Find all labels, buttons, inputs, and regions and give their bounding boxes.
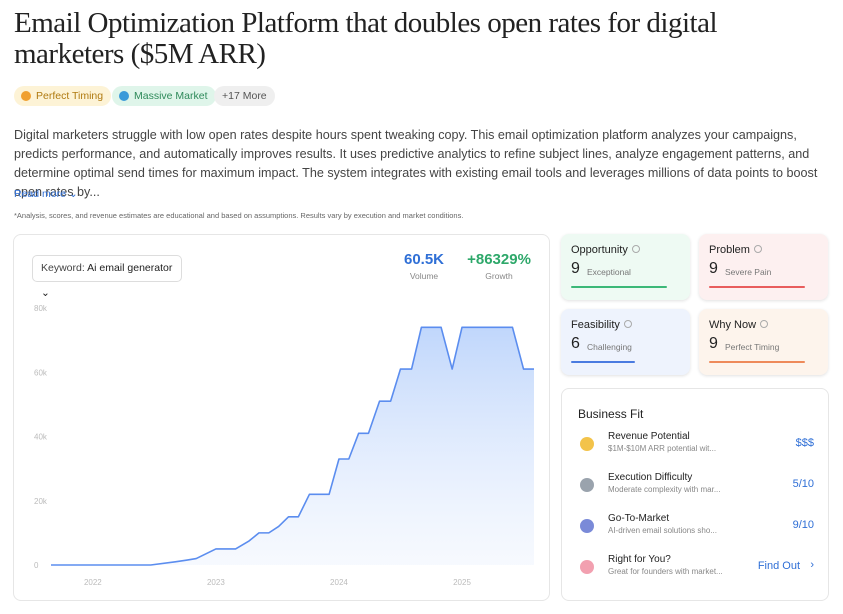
stat-label: Growth xyxy=(485,271,513,281)
keyword-label: Keyword: xyxy=(41,262,85,274)
title: Email Optimization Platform that doubles… xyxy=(14,7,718,70)
fit-item[interactable]: Go-To-Market AI-driven email solutions sh… xyxy=(578,513,814,549)
badge[interactable]: +17 More xyxy=(214,86,275,106)
x-tick-label: 2024 xyxy=(330,578,348,587)
badge-text: +17 More xyxy=(222,90,267,102)
y-tick-label: 60k xyxy=(34,368,48,377)
business-fit-card: Business Fit Revenue Potential $1M-$10M A… xyxy=(561,388,829,601)
fit-item[interactable]: Revenue Potential $1M-$10M ARR potential … xyxy=(578,431,814,467)
score-card[interactable]: Feasibility 6 Challenging xyxy=(561,309,690,375)
badge[interactable]: Massive Market xyxy=(112,86,216,106)
score-label: Perfect Timing xyxy=(725,342,780,352)
score-label: Challenging xyxy=(587,342,632,352)
score-value: 9 xyxy=(709,335,718,352)
stat-value: +86329% xyxy=(467,251,531,268)
stat: +86329% Growth xyxy=(459,251,539,281)
fit-detail: $1M-$10M ARR potential wit... xyxy=(608,444,717,453)
score-name: Opportunity xyxy=(571,244,628,256)
score-name: Feasibility xyxy=(571,319,620,331)
fit-name: Right for You? xyxy=(608,554,671,565)
fit-value: 5/10 xyxy=(792,478,814,490)
keyword-select[interactable]: Keyword: Ai email generator ⌄ xyxy=(32,255,182,299)
score-label: Exceptional xyxy=(587,267,631,277)
y-tick-label: 80k xyxy=(34,304,48,313)
score-label: Severe Pain xyxy=(725,267,772,277)
read-more[interactable]: Read more ⌄ xyxy=(14,188,78,200)
score-value: 9 xyxy=(709,260,718,277)
fit-detail: Great for founders with market... xyxy=(608,567,723,576)
line xyxy=(51,326,534,566)
score-value: 9 xyxy=(571,260,580,277)
fit-value: Find Out xyxy=(757,560,800,572)
badge[interactable]: Perfect Timing xyxy=(14,86,112,106)
score-card[interactable]: Opportunity 9 Exceptional xyxy=(561,234,690,300)
fit-item[interactable]: Right for You? Great for founders with ma… xyxy=(578,554,814,590)
score-name: Problem xyxy=(709,244,750,256)
score-card[interactable]: Problem 9 Severe Pain xyxy=(699,234,828,300)
read-more-text: Read more xyxy=(14,188,66,200)
x-tick-label: 2022 xyxy=(84,578,102,587)
stat-value: 60.5K xyxy=(403,251,445,268)
stat: 60.5K Volume xyxy=(394,251,454,281)
fit-detail: AI-driven email solutions sho... xyxy=(608,526,717,535)
score-name: Why Now xyxy=(709,319,757,331)
score-bar xyxy=(709,361,805,363)
x-tick-label: 2025 xyxy=(453,578,471,587)
fit-value: $$$ xyxy=(795,437,814,449)
y-tick-label: 40k xyxy=(34,433,48,442)
badge-text: Perfect Timing xyxy=(36,90,104,102)
keyword-value: Ai email generator xyxy=(87,262,173,274)
fit-name: Revenue Potential xyxy=(608,431,690,442)
score-bar xyxy=(709,286,805,288)
area xyxy=(51,327,534,565)
y-tick-label: 0 xyxy=(34,561,39,570)
score-bar xyxy=(571,286,667,288)
business-fit-title: Business Fit xyxy=(578,407,644,421)
y-tick-label: 20k xyxy=(34,497,48,506)
fit-detail: Moderate complexity with mar... xyxy=(608,485,721,494)
stat-label: Volume xyxy=(409,271,439,281)
chart-card: Keyword: Ai email generator ⌄ 60.5K Volu… xyxy=(13,234,550,601)
chart: 0 20k 40k 60k 80k 2022 2023 2024 2025 xyxy=(34,304,534,587)
fit-name: Execution Difficulty xyxy=(608,472,693,483)
fit-name: Go-To-Market xyxy=(608,513,670,524)
disclaimer: *Analysis, scores, and revenue estimates… xyxy=(14,211,464,220)
chevron: › xyxy=(810,559,814,571)
score-value: 6 xyxy=(571,335,580,352)
badge-text: Massive Market xyxy=(134,90,208,102)
description: Digital marketers struggle with low open… xyxy=(14,128,818,199)
fit-value: 9/10 xyxy=(792,519,814,531)
score-bar xyxy=(571,361,635,363)
fit-item[interactable]: Execution Difficulty Moderate complexity … xyxy=(578,472,814,508)
x-tick-label: 2023 xyxy=(207,578,225,587)
score-card[interactable]: Why Now 9 Perfect Timing xyxy=(699,309,828,375)
